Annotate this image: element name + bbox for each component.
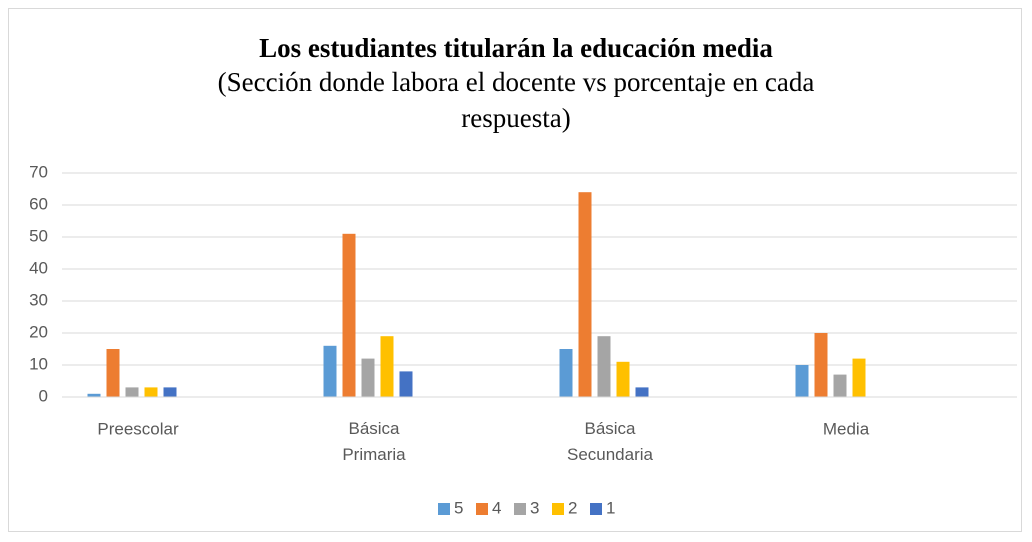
legend-label: 3 xyxy=(530,498,539,517)
legend-swatch xyxy=(476,503,488,515)
legend-label: 2 xyxy=(568,498,577,517)
bar xyxy=(616,361,630,397)
bar xyxy=(833,374,847,397)
legend-swatch xyxy=(552,503,564,515)
legend-swatch xyxy=(590,503,602,515)
legend-swatch xyxy=(438,503,450,515)
y-tick-label: 20 xyxy=(29,322,48,341)
x-tick-label: Preescolar xyxy=(97,419,179,438)
legend-label: 4 xyxy=(492,498,501,517)
bar xyxy=(323,345,337,397)
y-tick-label: 50 xyxy=(29,226,48,245)
x-tick-label: Básica Primaria xyxy=(342,419,406,464)
bar xyxy=(380,336,394,397)
y-tick-label: 40 xyxy=(29,258,48,277)
bar xyxy=(597,336,611,397)
bar xyxy=(559,349,573,397)
bar xyxy=(87,393,101,397)
y-tick-label: 60 xyxy=(29,194,48,213)
y-tick-label: 10 xyxy=(29,354,48,373)
bar xyxy=(635,387,649,397)
bar xyxy=(163,387,177,397)
x-tick-label: Media xyxy=(823,419,870,438)
legend-label: 1 xyxy=(606,498,615,517)
bar xyxy=(144,387,158,397)
chart-title: Los estudiantes titularán la educación m… xyxy=(259,33,773,63)
y-tick-label: 70 xyxy=(29,162,48,181)
y-tick-label: 0 xyxy=(39,386,48,405)
y-tick-label: 30 xyxy=(29,290,48,309)
chart-subtitle: (Sección donde labora el docente vs porc… xyxy=(217,67,815,133)
bar xyxy=(361,358,375,397)
legend-swatch xyxy=(514,503,526,515)
bar xyxy=(106,349,120,397)
bar xyxy=(578,192,592,397)
bar xyxy=(399,371,413,397)
bar xyxy=(814,333,828,397)
titles: Los estudiantes titularán la educación m… xyxy=(166,32,866,136)
legend-label: 5 xyxy=(454,498,463,517)
bar xyxy=(795,365,809,397)
x-tick-label: Básica Secundaria xyxy=(567,419,654,464)
bar xyxy=(852,358,866,397)
chart-frame xyxy=(8,8,1022,532)
bar xyxy=(342,233,356,397)
bar xyxy=(125,387,139,397)
